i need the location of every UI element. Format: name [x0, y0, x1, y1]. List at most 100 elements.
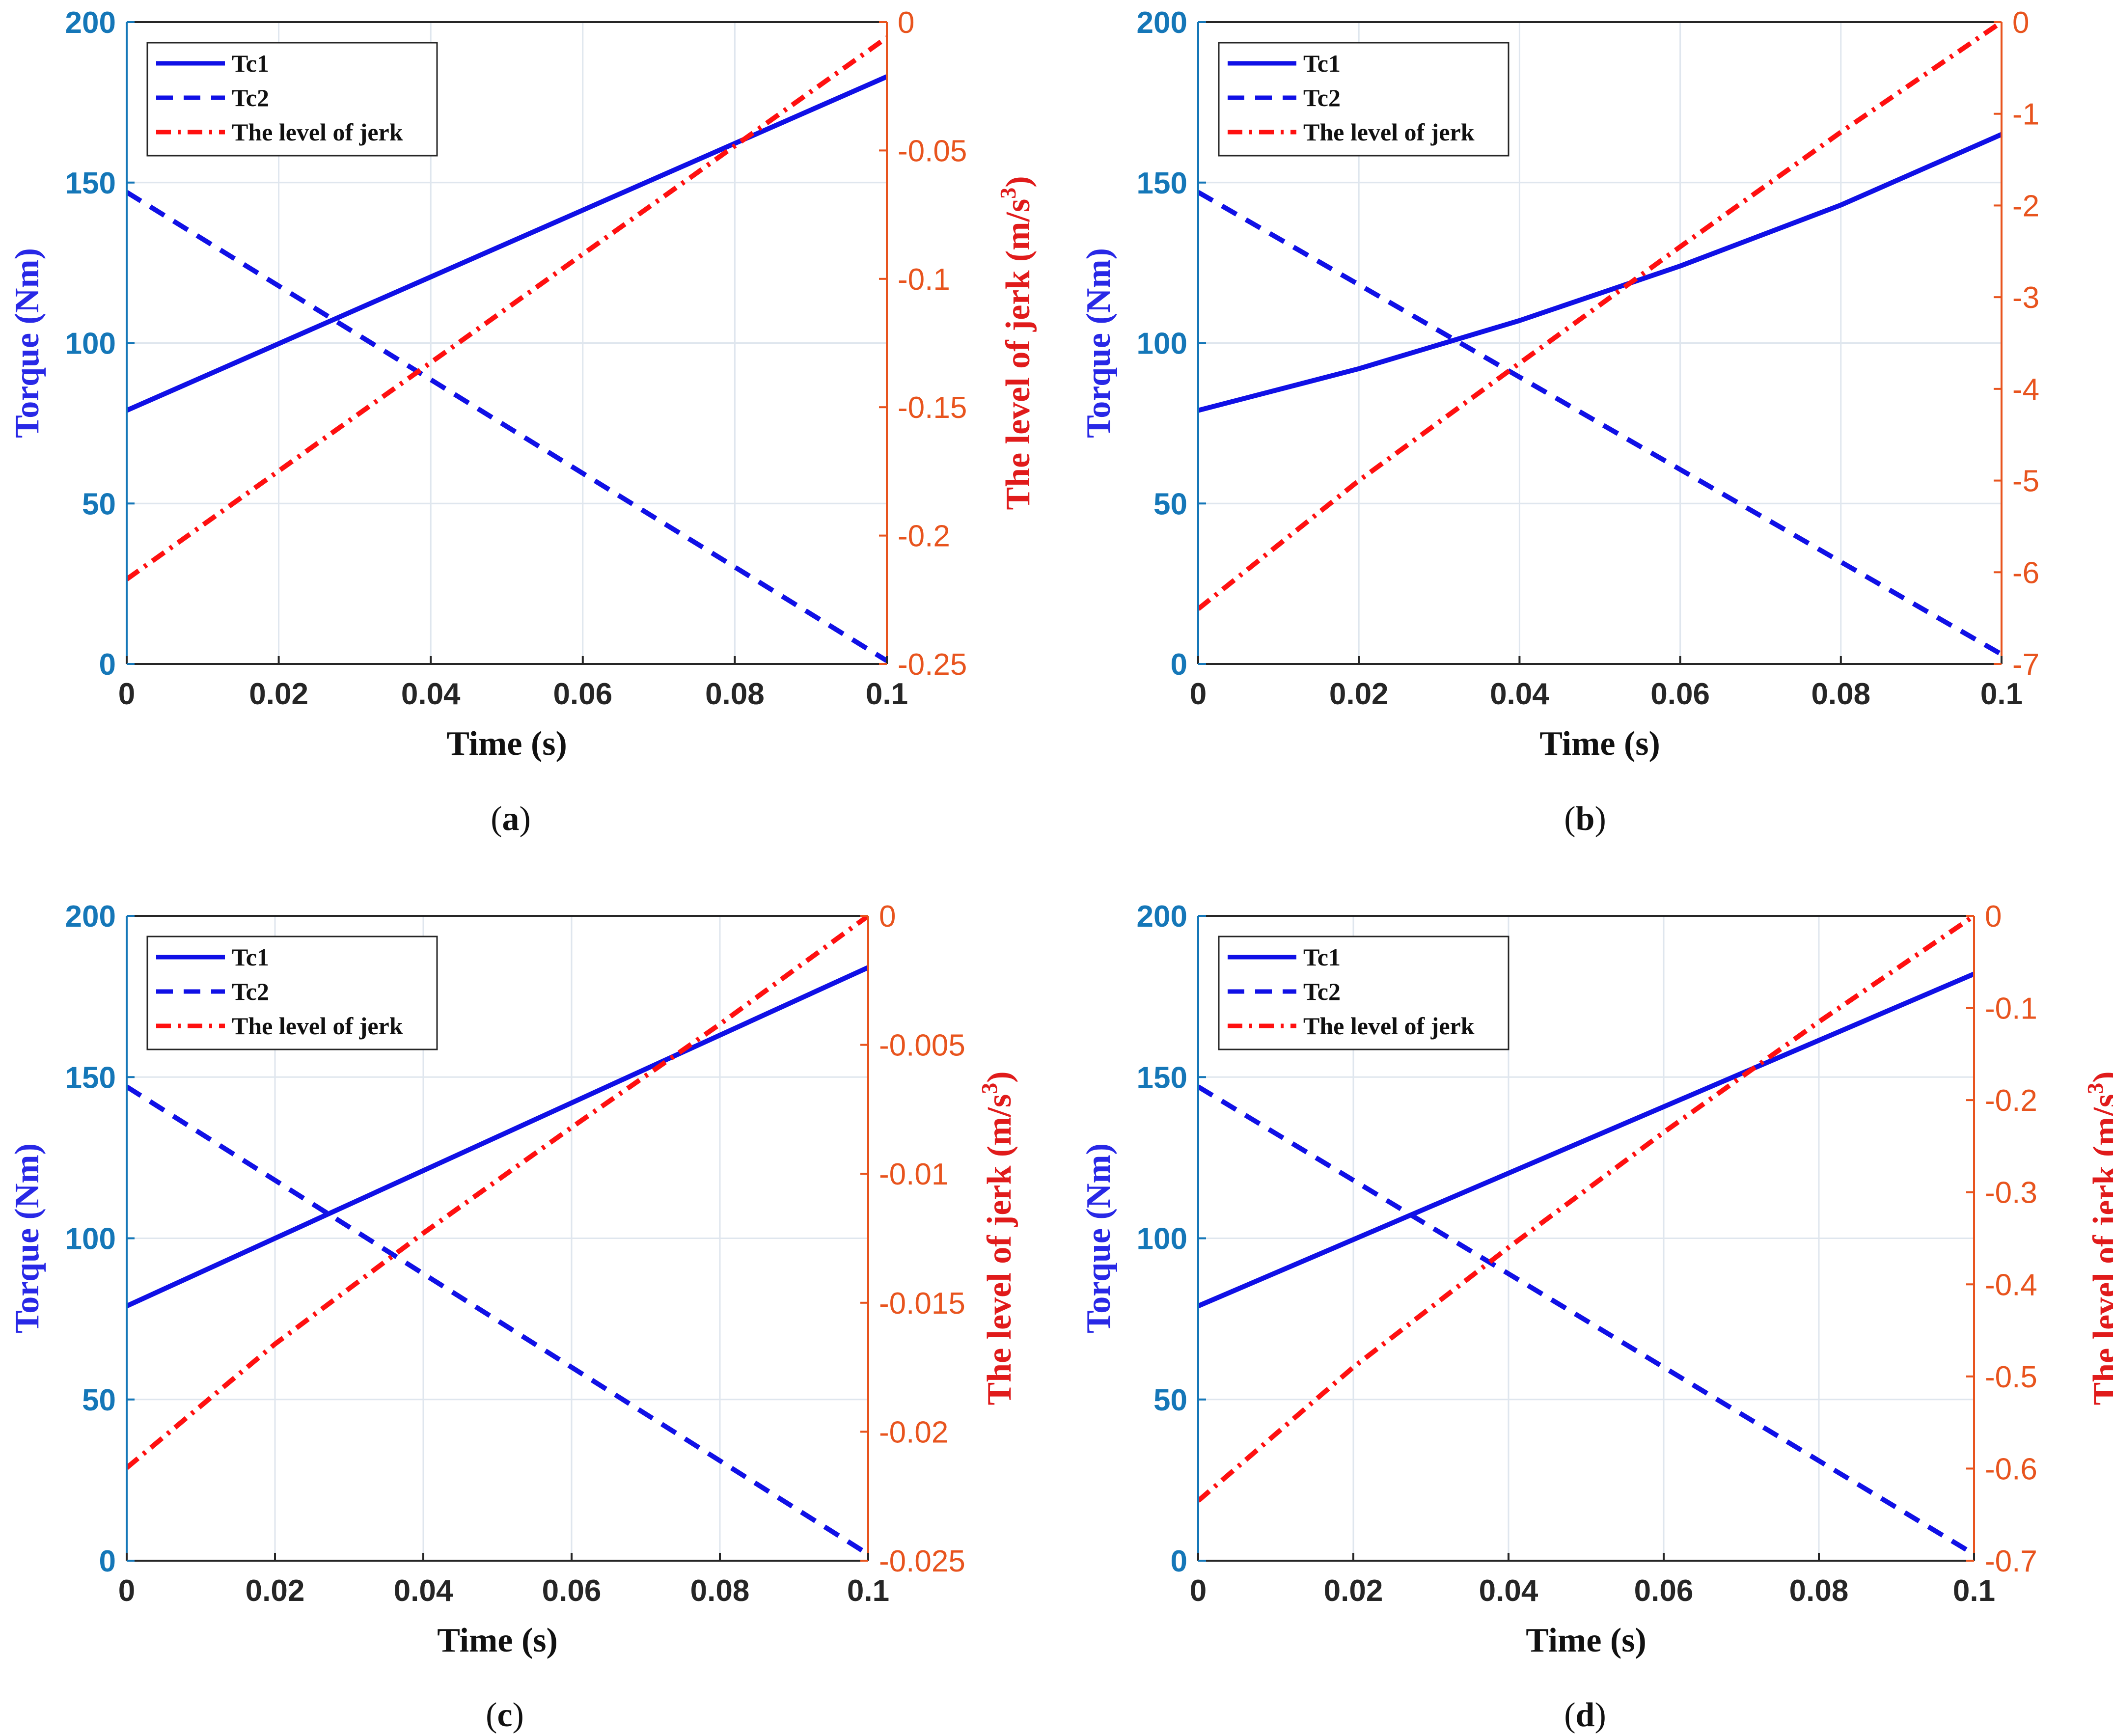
- chart-a-ylabel-right-exp: 3: [995, 188, 1020, 199]
- chart-b-ytick-right-label-1: -6: [2012, 556, 2039, 590]
- chart-c-legend-label-1: Tc2: [232, 978, 269, 1005]
- chart-c-xtick-label-2: 0.04: [394, 1574, 453, 1608]
- chart-c-caption: (c): [486, 1696, 524, 1734]
- chart-b-xtick-label-3: 0.06: [1650, 677, 1710, 711]
- chart-d-series-tc1: [1197, 971, 1975, 1308]
- chart-a-caption: (a): [491, 800, 531, 838]
- chart-d-ylabel-right-base: The level of jerk (m/s: [2086, 1094, 2113, 1405]
- chart-d-ylabel-left: Torque (Nm): [1080, 1143, 1118, 1333]
- chart-a-legend: Tc1 Tc2 The level of jerk: [146, 42, 438, 157]
- chart-b-legend: Tc1 Tc2 The level of jerk: [1218, 42, 1509, 157]
- chart-d-series-tc2: [1197, 1084, 1975, 1557]
- chart-b-caption: (b): [1564, 800, 1606, 838]
- chart-a-ytick-left-label-1: 50: [82, 487, 116, 521]
- chart-c-caption-close: ): [513, 1696, 524, 1734]
- chart-d-ytick-left-label-4: 200: [1137, 900, 1187, 934]
- chart-c-xlabel: Time (s): [437, 1622, 558, 1659]
- chart-d-ytick-left-label-3: 150: [1137, 1061, 1187, 1095]
- chart-d-legend-label-1: Tc2: [1303, 978, 1341, 1005]
- chart-b-ytick-right-label-6: -1: [2012, 98, 2039, 132]
- chart-c-ytick-left-label-0: 0: [99, 1544, 116, 1578]
- chart-b: 0 0.02 0.04 0.06 0.08 0.1 0 50 100 150 200 -7 -6 -5 -4…: [1080, 6, 2113, 838]
- chart-d-ytick-right-label-6: -0.1: [1985, 992, 2037, 1026]
- chart-b-ylabel-right: The level of jerk (m/s3): [2110, 176, 2113, 510]
- chart-a-ytick-left-label-2: 100: [65, 327, 116, 361]
- chart-b-ytick-left-label-0: 0: [1171, 648, 1187, 682]
- chart-b-caption-open: (: [1564, 800, 1575, 838]
- chart-a-xtick-label-1: 0.02: [249, 677, 308, 711]
- chart-d-ytick-left-label-2: 100: [1137, 1222, 1187, 1256]
- chart-b-legend-label-0: Tc1: [1303, 50, 1341, 77]
- chart-a-series-group: [126, 35, 888, 663]
- chart-b-ytick-right-label-7: 0: [2012, 6, 2029, 40]
- chart-c-ytick-right-label-1: -0.02: [879, 1415, 948, 1449]
- chart-c-ytick-left-label-2: 100: [65, 1222, 116, 1256]
- chart-d-xtick-label-1: 0.02: [1324, 1574, 1383, 1608]
- chart-a-xtick-label-3: 0.06: [553, 677, 612, 711]
- chart-d-caption-close: ): [1594, 1696, 1606, 1734]
- chart-a-ylabel-left: Torque (Nm): [8, 248, 46, 438]
- chart-d-ytick-left-label-0: 0: [1171, 1544, 1187, 1578]
- chart-c-ytick-right-label-2: -0.015: [879, 1287, 965, 1321]
- chart-a-ytick-left-label-4: 200: [65, 6, 116, 40]
- chart-d-series-the-level-of-jerk: [1197, 915, 1975, 1503]
- chart-b-ylabel-right-exp: 3: [2110, 188, 2113, 199]
- chart-b-caption-letter: b: [1576, 800, 1595, 838]
- chart-c-legend-label-0: Tc1: [232, 943, 269, 971]
- chart-d-xtick-label-0: 0: [1190, 1574, 1207, 1608]
- chart-a-ytick-right-label-2: -0.15: [898, 391, 967, 425]
- chart-d-ytick-right-label-5: -0.2: [1985, 1084, 2037, 1118]
- chart-b-ytick-right-label-3: -4: [2012, 373, 2039, 407]
- chart-c-xtick-label-1: 0.02: [246, 1574, 305, 1608]
- chart-c-xtick-label-4: 0.08: [690, 1574, 750, 1608]
- chart-d-ytick-right-label-2: -0.5: [1985, 1360, 2037, 1394]
- chart-a-xtick-label-0: 0: [118, 677, 135, 711]
- chart-d-ylabel-right-close: ): [2086, 1071, 2113, 1082]
- chart-b-series-group: [1197, 21, 2003, 657]
- chart-a-caption-close: ): [520, 800, 531, 838]
- chart-c-ylabel-right-exp: 3: [977, 1083, 1002, 1094]
- chart-d-legend: Tc1 Tc2 The level of jerk: [1218, 936, 1509, 1050]
- chart-a-xlabel: Time (s): [446, 725, 567, 763]
- chart-c-ytick-right-label-5: 0: [879, 900, 896, 934]
- chart-d-ytick-right-label-4: -0.3: [1985, 1176, 2037, 1210]
- chart-b-xtick-label-5: 0.1: [1980, 677, 2023, 711]
- chart-b-caption-close: ): [1594, 800, 1606, 838]
- chart-d-xtick-label-4: 0.08: [1789, 1574, 1849, 1608]
- chart-c: 0 0.02 0.04 0.06 0.08 0.1 0 50 100 150 200 -0.025 -0…: [8, 900, 1018, 1734]
- chart-c-caption-open: (: [486, 1696, 497, 1734]
- chart-c-ytick-right-label-4: -0.005: [879, 1029, 965, 1063]
- chart-c-legend-label-2: The level of jerk: [232, 1012, 403, 1040]
- chart-a-ytick-left-label-3: 150: [65, 166, 116, 200]
- chart-b-xtick-label-4: 0.08: [1811, 677, 1870, 711]
- chart-c-ylabel-right-close: ): [981, 1071, 1018, 1082]
- chart-c-series-group: [126, 915, 869, 1557]
- chart-c-ylabel-right: The level of jerk (m/s3): [977, 1071, 1018, 1405]
- chart-b-ytick-left-label-2: 100: [1137, 327, 1187, 361]
- chart-c-caption-letter: c: [497, 1696, 512, 1734]
- chart-d-series-group: [1197, 915, 1975, 1557]
- chart-b-series-tc1: [1197, 132, 2003, 413]
- chart-c-ytick-left-label-1: 50: [82, 1383, 116, 1417]
- chart-a: 0 0.02 0.04 0.06 0.08 0.1 0 50 100 150 200 -0.25 -0.…: [8, 6, 1037, 838]
- chart-c-ylabel-right-base: The level of jerk (m/s: [981, 1094, 1018, 1405]
- chart-d-legend-label-2: The level of jerk: [1303, 1012, 1475, 1040]
- chart-a-series-tc1: [126, 74, 888, 413]
- chart-b-ytick-left-label-4: 200: [1137, 6, 1187, 40]
- chart-d-ylabel-right: The level of jerk (m/s3): [2083, 1071, 2113, 1405]
- chart-d-ytick-left-label-1: 50: [1153, 1383, 1187, 1417]
- chart-b-series-tc2: [1197, 190, 2003, 657]
- chart-b-legend-label-2: The level of jerk: [1303, 118, 1475, 146]
- chart-b-ytick-right-label-0: -7: [2012, 648, 2039, 682]
- chart-d-xtick-label-3: 0.06: [1634, 1574, 1694, 1608]
- chart-d-ytick-right-label-0: -0.7: [1985, 1544, 2037, 1578]
- chart-a-xtick-label-5: 0.1: [866, 677, 908, 711]
- chart-d-ytick-right-label-3: -0.4: [1985, 1268, 2037, 1302]
- chart-d-caption-open: (: [1564, 1696, 1575, 1734]
- chart-b-xtick-label-2: 0.04: [1490, 677, 1549, 711]
- chart-a-series-tc2: [126, 190, 888, 663]
- chart-b-xlabel: Time (s): [1539, 725, 1660, 763]
- chart-c-ylabel-left: Torque (Nm): [8, 1143, 46, 1333]
- chart-a-legend-label-0: Tc1: [232, 50, 269, 77]
- chart-d-ytick-right-label-1: -0.6: [1985, 1452, 2037, 1486]
